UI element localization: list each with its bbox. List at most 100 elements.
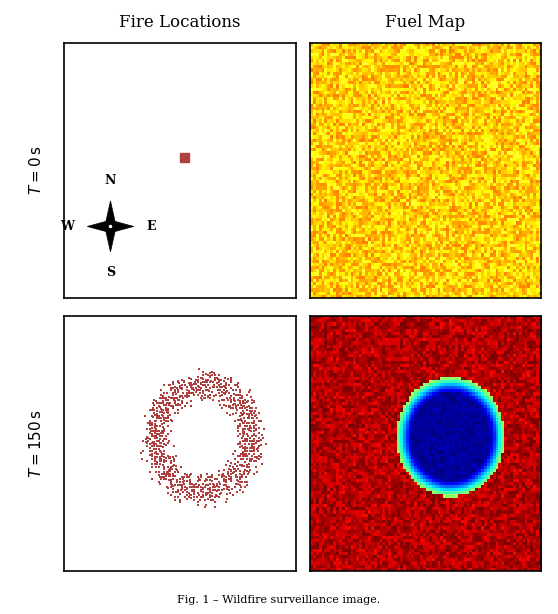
Point: [171, 451, 180, 461]
Point: [201, 474, 210, 484]
Point: [238, 443, 247, 453]
Point: [205, 386, 214, 395]
Point: [155, 470, 164, 480]
Point: [217, 382, 226, 392]
Point: [191, 383, 200, 393]
Point: [159, 449, 168, 459]
Point: [238, 393, 247, 403]
Point: [229, 409, 238, 419]
Point: [147, 459, 156, 468]
Point: [163, 483, 172, 492]
Point: [165, 465, 174, 475]
Point: [176, 381, 185, 391]
Point: [180, 469, 189, 479]
Point: [164, 413, 173, 422]
Point: [164, 380, 173, 390]
Point: [210, 368, 219, 378]
Point: [154, 449, 163, 459]
Point: [180, 380, 189, 390]
Point: [171, 495, 180, 505]
Point: [156, 456, 165, 466]
Point: [147, 438, 156, 448]
Point: [203, 475, 212, 485]
Point: [197, 470, 206, 480]
Point: [240, 449, 249, 459]
Point: [234, 400, 243, 410]
Point: [244, 449, 253, 459]
Point: [212, 479, 221, 489]
Point: [199, 370, 208, 380]
Point: [165, 472, 174, 481]
Point: [150, 433, 159, 443]
Point: [245, 459, 254, 468]
Point: [234, 390, 243, 400]
Point: [160, 465, 169, 475]
Point: [222, 480, 230, 490]
Point: [194, 382, 203, 392]
Point: [175, 391, 184, 400]
Point: [155, 467, 164, 477]
Point: [168, 484, 177, 494]
Point: [155, 444, 163, 454]
Point: [165, 436, 174, 446]
Point: [244, 462, 253, 472]
Point: [254, 454, 263, 464]
Point: [243, 396, 252, 406]
Point: [235, 474, 244, 484]
Point: [158, 437, 167, 446]
Point: [201, 483, 210, 492]
Point: [148, 429, 157, 438]
Point: [227, 373, 235, 383]
Point: [250, 421, 259, 431]
Point: [182, 488, 191, 497]
Point: [257, 430, 266, 440]
Point: [196, 383, 205, 393]
Point: [234, 457, 243, 467]
Point: [187, 482, 196, 492]
Point: [156, 447, 165, 457]
Point: [160, 433, 169, 443]
Point: [150, 454, 159, 464]
Point: [250, 439, 259, 449]
Point: [189, 379, 198, 389]
Point: [204, 375, 213, 385]
Point: [227, 378, 235, 387]
Point: [155, 431, 164, 441]
Polygon shape: [87, 201, 134, 252]
Point: [169, 452, 177, 462]
Point: [213, 383, 222, 392]
Point: [241, 403, 250, 413]
Point: [155, 421, 164, 431]
Point: [244, 418, 253, 428]
Point: [178, 477, 187, 487]
Point: [245, 413, 254, 422]
Point: [150, 405, 159, 415]
Point: [194, 386, 203, 395]
Point: [249, 418, 258, 427]
Point: [182, 484, 191, 494]
Point: [222, 497, 231, 507]
Point: [169, 454, 178, 464]
Point: [185, 378, 194, 387]
Point: [240, 408, 249, 418]
Point: [242, 467, 251, 476]
Point: [190, 487, 199, 497]
Point: [165, 392, 174, 402]
Point: [153, 411, 162, 421]
Point: [215, 492, 224, 502]
Point: [248, 446, 257, 456]
Point: [148, 437, 157, 446]
Point: [182, 392, 191, 402]
Point: [178, 398, 187, 408]
Point: [233, 380, 242, 390]
Point: [165, 475, 174, 485]
Point: [198, 395, 207, 405]
Point: [242, 473, 251, 483]
Point: [247, 411, 256, 421]
Point: [238, 427, 247, 437]
Point: [153, 459, 162, 468]
Point: [233, 423, 242, 433]
Point: [181, 391, 190, 400]
Point: [243, 469, 252, 479]
Point: [169, 441, 178, 451]
